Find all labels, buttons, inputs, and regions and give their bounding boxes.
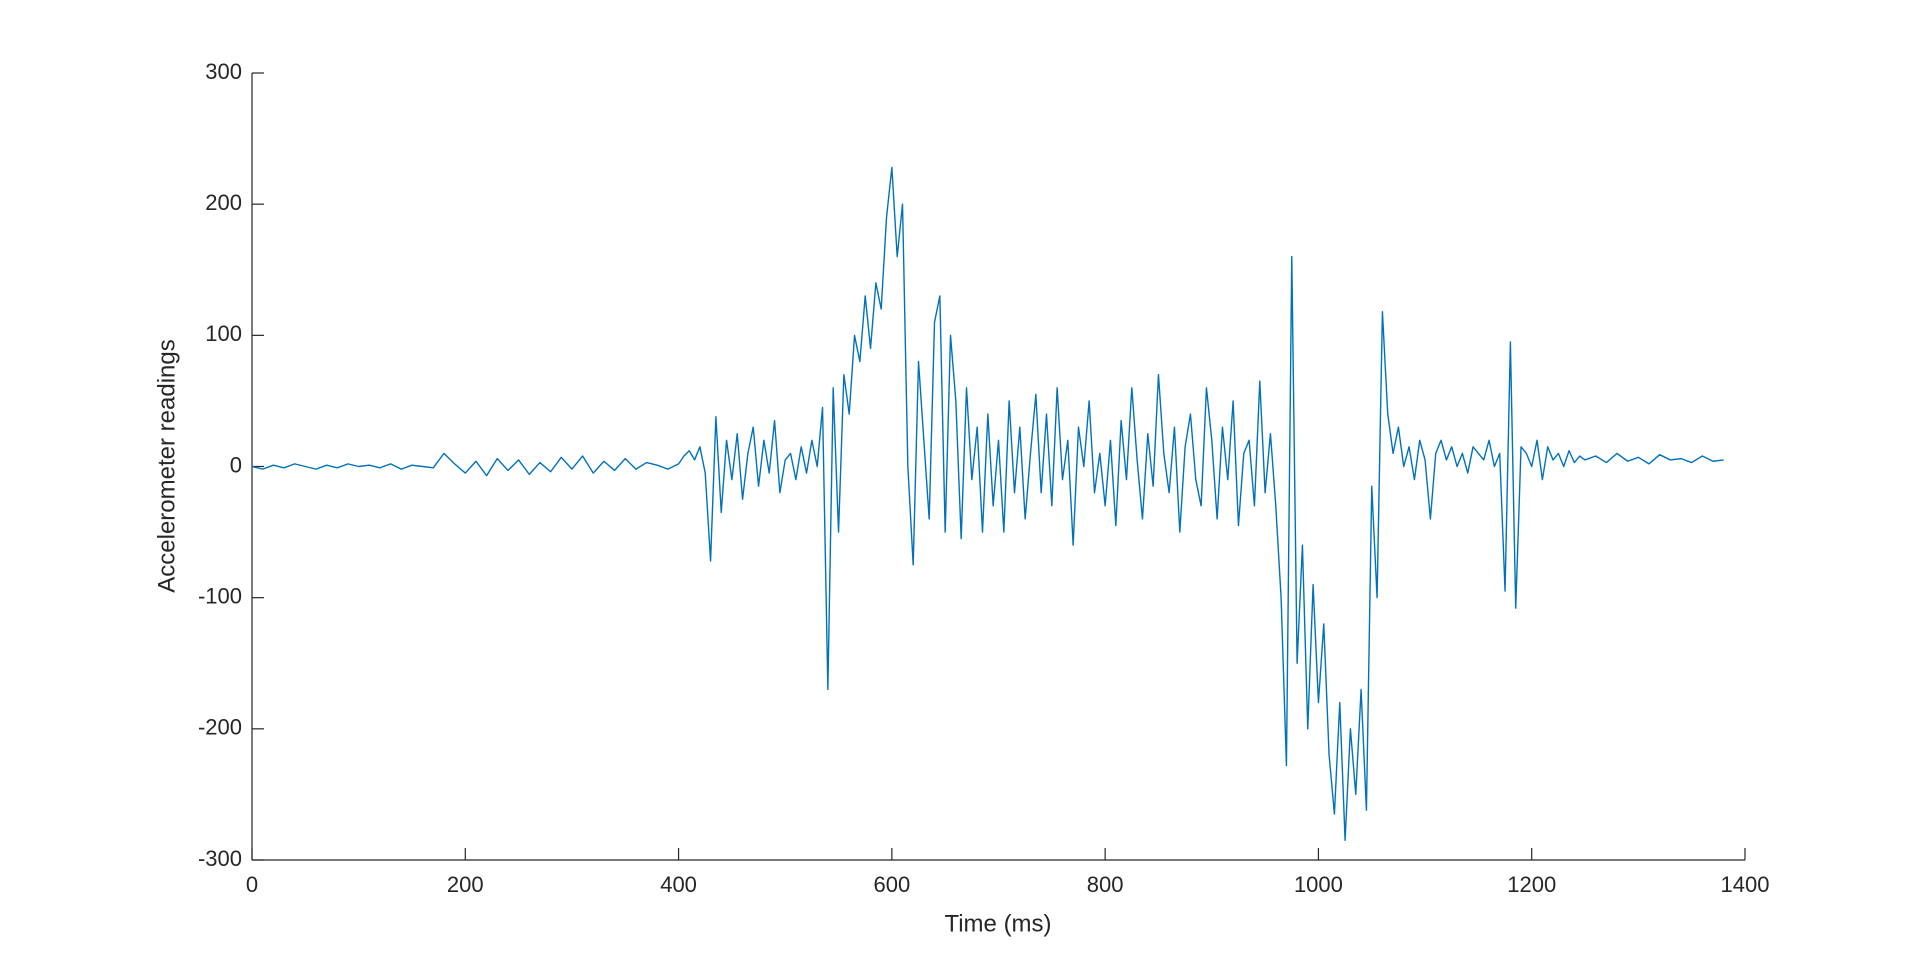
- y-tick-label: 200: [205, 190, 242, 215]
- x-tick-label: 1200: [1507, 872, 1556, 897]
- x-tick-label: 0: [246, 872, 258, 897]
- x-tick-label: 800: [1087, 872, 1124, 897]
- y-axis-label: Accelerometer readings: [153, 339, 180, 592]
- y-tick-label: -200: [198, 715, 242, 740]
- y-tick-label: 100: [205, 321, 242, 346]
- x-tick-label: 200: [447, 872, 484, 897]
- x-axis-label: Time (ms): [944, 910, 1051, 937]
- x-tick-label: 1000: [1294, 872, 1343, 897]
- y-tick-label: 0: [230, 452, 242, 477]
- x-tick-label: 1400: [1721, 872, 1770, 897]
- y-tick-label: -300: [198, 846, 242, 871]
- x-tick-label: 400: [660, 872, 697, 897]
- data-line: [251, 166, 1724, 842]
- y-tick-label: 300: [205, 59, 242, 84]
- x-tick-label: 600: [873, 872, 910, 897]
- y-tick-label: -100: [198, 583, 242, 608]
